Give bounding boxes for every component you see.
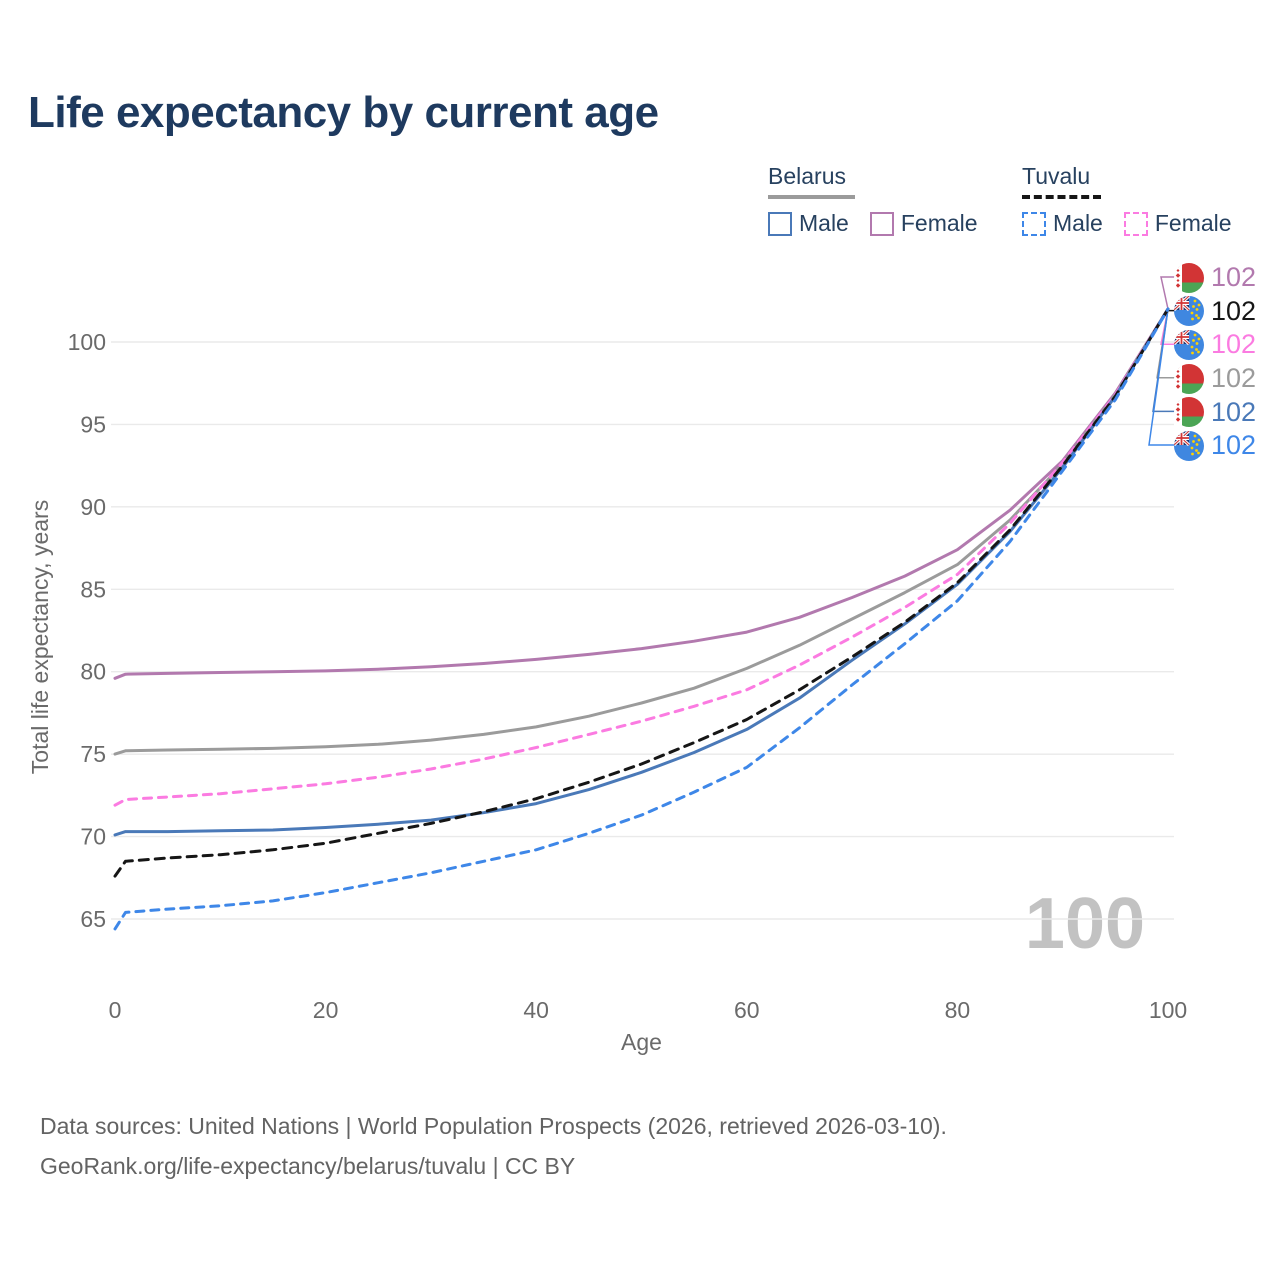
series-line-belarus_female[interactable] (113, 307, 1170, 680)
end-label-belarus_male: 102 (1174, 395, 1256, 429)
y-tick-label: 65 (80, 906, 106, 932)
footer: Data sources: United Nations | World Pop… (40, 1106, 947, 1186)
belarus-line-style-swatch (768, 195, 855, 199)
tuvalu-flag-icon (1174, 329, 1204, 360)
series-line-tuvalu_female[interactable] (113, 307, 1170, 807)
end-label-tuvalu_male: 102 (1174, 429, 1256, 463)
x-tick-label: 0 (109, 997, 122, 1023)
belarus-male-swatch (768, 211, 792, 236)
y-tick-label: 95 (80, 411, 106, 437)
legend-group-tuvalu: Tuvalu Male Female (1022, 163, 1232, 237)
end-label-tuvalu_female: 102 (1174, 328, 1256, 362)
legend-country-belarus[interactable]: Belarus (768, 163, 978, 199)
legend-item-tuvalu-male[interactable]: Male (1022, 210, 1103, 237)
legend-group-belarus: Belarus Male Female (768, 163, 978, 237)
page-title: Life expectancy by current age (28, 88, 659, 137)
legend-item-belarus-male[interactable]: Male (768, 210, 849, 237)
y-tick-label: 100 (68, 329, 106, 355)
x-tick-label: 80 (945, 997, 971, 1023)
end-label-tuvalu_total: 102 (1174, 295, 1256, 329)
x-tick-label: 60 (734, 997, 760, 1023)
series-line-tuvalu_male[interactable] (113, 307, 1170, 931)
end-value-belarus_total: 102 (1211, 363, 1257, 394)
end-value-labels: 102 102 102 102 102 102 (1174, 261, 1256, 463)
y-tick-label: 85 (80, 576, 106, 602)
belarus-flag-icon (1174, 262, 1204, 293)
end-value-tuvalu_female: 102 (1211, 329, 1257, 360)
end-value-belarus_female: 102 (1211, 262, 1257, 293)
footer-sources: Data sources: United Nations | World Pop… (40, 1113, 947, 1139)
y-tick-label: 90 (80, 494, 106, 520)
y-tick-label: 70 (80, 824, 106, 850)
leader-line-belarus_female (1160, 276, 1175, 310)
legend-country-tuvalu[interactable]: Tuvalu (1022, 163, 1232, 199)
y-axis-title: Total life expectancy, years (27, 500, 53, 774)
legend-item-belarus-female[interactable]: Female (869, 210, 978, 237)
y-tick-label: 75 (80, 741, 106, 767)
tuvalu-female-swatch (1123, 211, 1148, 236)
end-label-belarus_female: 102 (1174, 261, 1256, 295)
end-value-tuvalu_total: 102 (1211, 295, 1257, 326)
x-tick-label: 20 (313, 997, 339, 1023)
end-label-belarus_total: 102 (1174, 362, 1256, 396)
legend-item-tuvalu-female[interactable]: Female (1123, 210, 1232, 237)
x-tick-label: 100 (1149, 997, 1187, 1023)
belarus-flag-icon (1174, 397, 1204, 428)
hover-age-watermark: 100 (1025, 884, 1145, 964)
end-value-belarus_male: 102 (1211, 396, 1257, 427)
series-line-tuvalu_total[interactable] (113, 307, 1170, 878)
leader-line-tuvalu_male (1148, 308, 1175, 446)
x-tick-label: 40 (523, 997, 549, 1023)
series-line-belarus_male[interactable] (113, 307, 1170, 837)
x-axis-title: Age (621, 1029, 662, 1055)
series-line-belarus_total[interactable] (113, 307, 1170, 756)
y-tick-label: 80 (80, 659, 106, 685)
legend-country-label-belarus: Belarus (768, 163, 846, 189)
footer-link: GeoRank.org/life-expectancy/belarus/tuva… (40, 1153, 576, 1179)
tuvalu-flag-icon (1174, 296, 1204, 327)
belarus-flag-icon (1174, 363, 1204, 394)
tuvalu-flag-icon (1174, 430, 1204, 461)
belarus-female-swatch (869, 211, 894, 236)
tuvalu-male-swatch (1022, 211, 1046, 236)
tuvalu-line-style-swatch (1022, 195, 1101, 199)
legend-country-label-tuvalu: Tuvalu (1022, 163, 1091, 189)
end-value-tuvalu_male: 102 (1211, 430, 1257, 461)
